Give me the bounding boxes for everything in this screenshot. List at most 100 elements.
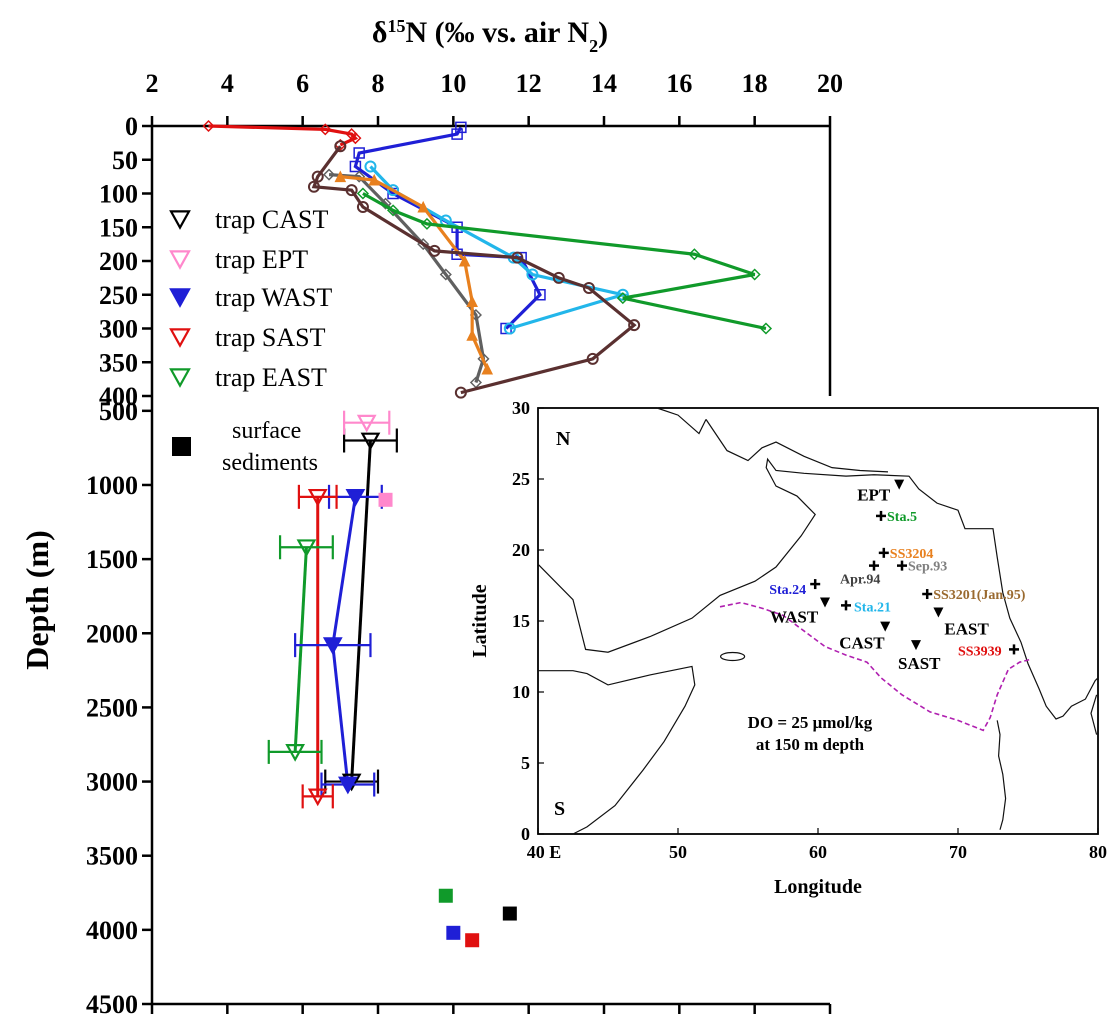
profile-point [439, 268, 452, 281]
map-trap-label: EPT [857, 486, 891, 505]
profile-point [616, 292, 629, 305]
trap-connect-line [331, 496, 357, 646]
profile-line [369, 165, 630, 331]
map-y-tick-label: 25 [512, 469, 530, 489]
profile-point [511, 251, 524, 264]
trap-point [307, 488, 328, 507]
profile-point [759, 322, 773, 335]
legend-label: trap WAST [215, 283, 332, 312]
profile-point [307, 180, 320, 193]
y-tick-label: 2000 [86, 619, 138, 648]
map-trap-marker [894, 479, 905, 490]
profile-point [552, 271, 565, 284]
x-tick-label: 18 [742, 69, 768, 98]
y-tick-label: 1000 [86, 471, 138, 500]
map-trap-marker [933, 607, 944, 618]
profile-point [582, 282, 595, 294]
profile-point [454, 386, 467, 399]
map-trap-label: CAST [839, 634, 885, 653]
profile-point [458, 254, 471, 267]
map-y-axis-title: Latitude [469, 584, 491, 657]
trap-point [285, 744, 306, 762]
map-trap-label: WAST [770, 608, 819, 627]
profile-point [387, 204, 400, 217]
profile-point [353, 170, 366, 183]
map-corner-south: S [554, 798, 565, 820]
x-axis-title: δ15N (‰ vs. air N2) [372, 16, 608, 56]
y-tick-label: 400 [99, 382, 138, 411]
y-tick-label: 250 [99, 281, 138, 310]
y-tick-label: 2500 [86, 693, 138, 722]
y-tick-label: 3000 [86, 768, 138, 797]
x-axis-title-part: ) [598, 16, 608, 49]
legend-label: trap SAST [215, 323, 326, 352]
trap-point [307, 788, 328, 807]
coastline [538, 665, 696, 835]
coastline [705, 419, 889, 473]
x-tick-label: 20 [817, 69, 843, 98]
profile-point [334, 170, 347, 183]
map-trap-label: SAST [898, 654, 941, 673]
map-x-tick-label: 50 [669, 842, 687, 862]
map-annotation: at 150 m depth [756, 735, 865, 754]
legend-marker [169, 210, 191, 230]
profile-point [526, 268, 539, 281]
y-tick-label: 3500 [86, 842, 138, 871]
legend-label: surface [232, 418, 301, 444]
map-station-label: Sta.21 [854, 600, 891, 615]
map-station-label: SS3204 [890, 547, 934, 562]
profile-point [503, 322, 516, 335]
x-axis-title-part: 2 [589, 36, 598, 56]
map-x-axis-title: Longitude [774, 876, 862, 898]
map-trap-label: EAST [944, 619, 989, 638]
map-x-tick-label: 60 [809, 842, 827, 862]
map-station-label: Sep.93 [908, 560, 947, 575]
map-station-label: Apr.94 [840, 573, 880, 588]
profile-point [311, 170, 324, 183]
profile-line [328, 173, 486, 383]
y-tick-label: 300 [99, 315, 138, 344]
profile-point [455, 121, 467, 134]
legend-marker [169, 288, 191, 308]
sediment-point [465, 933, 480, 948]
y-tick-label: 500 [99, 397, 138, 426]
map-y-tick-label: 10 [512, 682, 530, 702]
map-station-label: Sta.24 [769, 583, 806, 598]
x-tick-label: 16 [666, 69, 692, 98]
profile-point [688, 248, 701, 261]
profile-point [748, 268, 761, 281]
profile-point [481, 362, 494, 375]
map-trap-marker [911, 640, 921, 651]
legend-label: trap CAST [215, 205, 329, 234]
sediment-point [446, 925, 461, 940]
map-station-label: SS3939 [958, 644, 1002, 659]
profile-point [356, 201, 369, 213]
profile-point [586, 352, 599, 365]
profile-point [353, 147, 365, 159]
profile-line [208, 124, 359, 147]
trap-point [322, 637, 343, 655]
profile-line [353, 126, 542, 330]
profile-point [417, 200, 430, 213]
coastline [996, 720, 1007, 830]
sediment-point [378, 492, 393, 507]
legend-label: trap EPT [215, 245, 308, 274]
map-frame [537, 407, 1099, 835]
x-axis-title-part: N (‰ vs. air N [405, 16, 589, 49]
x-axis-title-part: δ [372, 16, 388, 49]
profile-point [334, 140, 347, 153]
coastline [1090, 694, 1098, 735]
y-tick-label: 1500 [86, 545, 138, 574]
trap-connect-line [331, 644, 350, 785]
map-station-label: Sta.5 [887, 510, 917, 525]
legend-marker [169, 328, 191, 348]
trap-point [345, 488, 366, 507]
legend-marker [172, 437, 191, 456]
map-trap-marker [820, 597, 830, 608]
map-x-tick-label: 80 [1089, 842, 1107, 862]
island [719, 651, 746, 662]
legend-label: sediments [222, 450, 318, 476]
profile-point [379, 197, 392, 210]
x-tick-label: 10 [440, 69, 466, 98]
y-tick-label: 50 [112, 146, 138, 175]
